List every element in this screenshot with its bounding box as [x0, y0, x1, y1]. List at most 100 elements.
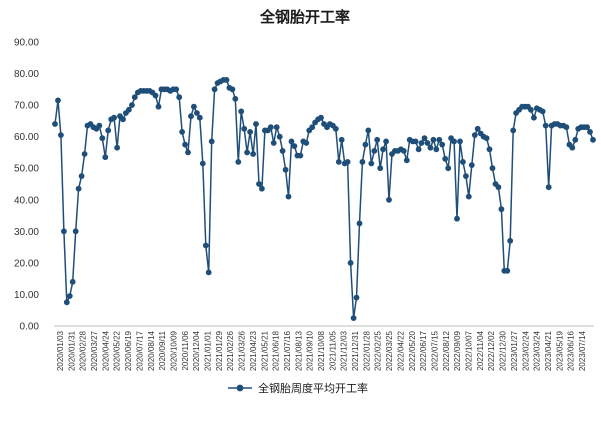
- x-tick-label: 2020/11/06: [181, 330, 190, 370]
- data-point: [61, 228, 67, 234]
- data-point: [153, 93, 159, 99]
- x-tick-label: 2023/05/19: [555, 330, 564, 371]
- x-tick-label: 2021/03/26: [238, 330, 247, 371]
- legend-label: 全钢胎周度平均开工率: [258, 381, 368, 395]
- data-point: [212, 86, 218, 92]
- x-tick-label: 2022/09/09: [453, 330, 462, 371]
- data-point: [173, 86, 179, 92]
- data-point: [339, 137, 345, 143]
- data-point: [114, 145, 120, 151]
- data-point: [259, 186, 265, 192]
- y-tick-label: 10.00: [14, 290, 39, 301]
- x-tick-label: 2021/02/26: [226, 330, 235, 371]
- data-point: [188, 113, 194, 119]
- x-tick-label: 2020/07/17: [135, 330, 144, 371]
- data-point: [433, 146, 439, 152]
- data-point: [244, 150, 250, 156]
- x-tick-label: 2020/09/11: [158, 330, 167, 370]
- data-point: [504, 268, 510, 274]
- data-point: [490, 165, 496, 171]
- data-point: [345, 159, 351, 165]
- x-tick-label: 2020/04/24: [101, 330, 110, 371]
- data-point: [303, 140, 309, 146]
- x-tick-label: 2021/08/13: [294, 330, 303, 371]
- data-point: [156, 104, 162, 110]
- data-point: [363, 142, 369, 148]
- data-point: [354, 295, 360, 301]
- data-point: [230, 86, 236, 92]
- data-point: [422, 135, 428, 141]
- y-tick-label: 90.00: [14, 38, 39, 49]
- data-point: [235, 159, 241, 165]
- chart-title: 全钢胎开工率: [259, 8, 350, 26]
- x-tick-label: 2021/12/31: [351, 330, 360, 371]
- data-point: [445, 165, 451, 171]
- x-tick-label: 2022/02/25: [374, 330, 383, 371]
- data-point: [436, 137, 442, 143]
- data-point: [73, 228, 79, 234]
- x-tick-label: 2020/01/03: [56, 330, 65, 371]
- data-point: [416, 146, 422, 152]
- data-point: [250, 151, 256, 157]
- x-tick-label: 2022/12/30: [499, 330, 508, 371]
- data-point: [466, 194, 472, 200]
- data-point: [209, 139, 215, 145]
- data-point: [472, 132, 478, 138]
- data-point: [428, 145, 434, 151]
- data-point: [357, 221, 363, 227]
- y-tick-label: 80.00: [14, 69, 39, 80]
- data-point: [431, 137, 437, 143]
- x-tick-label: 2023/03/24: [533, 330, 542, 371]
- x-tick-label: 2021/01/01: [204, 330, 213, 371]
- data-point: [380, 146, 386, 152]
- data-point: [404, 157, 410, 163]
- y-tick-label: 20.00: [14, 258, 39, 269]
- x-axis: 2020/01/03 2020/01/31 2020/02/28 2020/03/27…: [56, 330, 587, 371]
- data-point: [401, 148, 407, 154]
- data-point: [454, 216, 460, 222]
- data-point: [55, 98, 61, 104]
- data-point: [185, 150, 191, 156]
- data-point: [286, 194, 292, 200]
- x-tick-label: 2021/07/16: [283, 330, 292, 371]
- data-point: [120, 116, 126, 122]
- data-point: [58, 132, 64, 138]
- data-point: [383, 139, 389, 145]
- data-point: [460, 159, 466, 165]
- data-point: [543, 123, 549, 129]
- x-tick-label: 2020/08/14: [147, 330, 156, 371]
- data-point: [82, 151, 88, 157]
- data-point: [191, 104, 197, 110]
- data-point: [528, 107, 534, 113]
- data-point: [247, 129, 253, 135]
- data-point: [206, 270, 212, 276]
- x-tick-label: 2023/04/21: [544, 330, 553, 371]
- x-tick-label: 2022/05/20: [408, 330, 417, 371]
- data-point: [283, 167, 289, 173]
- data-point: [569, 145, 575, 151]
- x-tick-label: 2020/05/22: [113, 330, 122, 371]
- data-point: [499, 206, 505, 212]
- data-point: [377, 165, 383, 171]
- data-point: [590, 137, 596, 143]
- data-point: [232, 96, 238, 102]
- y-tick-label: 30.00: [14, 227, 39, 238]
- x-tick-label: 2022/01/28: [362, 330, 371, 371]
- y-tick-label: 70.00: [14, 101, 39, 112]
- data-point: [496, 184, 502, 190]
- x-tick-label: 2021/06/18: [272, 330, 281, 371]
- x-tick-label: 2023/06/16: [567, 330, 576, 371]
- x-tick-label: 2021/01/29: [215, 330, 224, 371]
- data-point: [587, 129, 593, 135]
- data-point: [374, 137, 380, 143]
- plot-area: [52, 77, 596, 321]
- data-point: [368, 161, 374, 167]
- data-point: [365, 127, 371, 133]
- data-point: [292, 143, 298, 149]
- data-point: [469, 162, 475, 168]
- data-point: [76, 186, 82, 192]
- x-tick-label: 2021/12/03: [340, 330, 349, 371]
- y-axis: 0.00 10.00 20.00 30.00 40.00 50.00 60.00 70.00 8…: [14, 38, 39, 333]
- x-tick-label: 2020/06/19: [124, 330, 133, 371]
- data-point: [176, 94, 182, 100]
